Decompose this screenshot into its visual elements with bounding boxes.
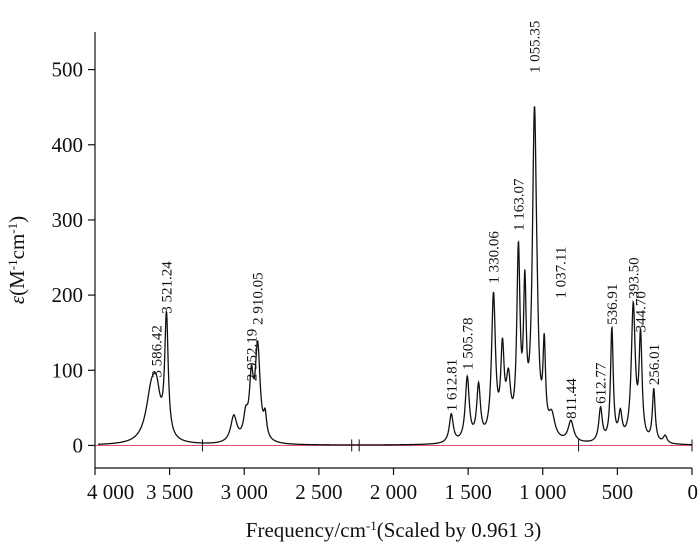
peak-label: 612.77 [594,362,610,404]
y-tick-label: 100 [52,358,84,382]
peak-labels: 3 586.42 3 521.24 2 952.19 2 910.05 1 612.81… [150,21,663,419]
x-tick-label: 3 000 [221,480,268,504]
peak-label: 1 612.81 [444,359,460,412]
peak-label: 2 952.19 [244,329,260,382]
peak-label: 536.91 [605,284,621,325]
x-tick-label: 500 [602,480,634,504]
peak-label: 3 586.42 [150,325,166,378]
peak-label: 3 521.24 [160,261,176,314]
peak-label: 2 910.05 [251,272,267,325]
x-tick-label: 2 000 [370,480,417,504]
x-tick-label: 0 [688,480,699,504]
peak-label: 256.01 [647,344,663,385]
x-tick-label: 3 500 [146,480,193,504]
y-tick-label: 400 [52,133,84,157]
x-axis-title-main: Frequency/cm [246,518,366,542]
y-tick-label: 0 [73,433,84,457]
peak-label: 1 330.06 [487,231,503,284]
y-axis-title-symbol: ε [5,295,29,304]
x-axis-ticks: 4 000 3 500 3 000 2 500 2 000 1 500 1 000 500 0 [87,468,698,504]
y-tick-label: 300 [52,208,84,232]
y-axis-title-sup1: -1 [5,259,20,270]
x-tick-label: 1 000 [519,480,566,504]
x-tick-label: 1 500 [445,480,492,504]
y-axis-title-close: ) [5,216,29,223]
peak-label: 1 037.11 [554,247,570,299]
x-tick-label: 4 000 [87,480,134,504]
peak-label: 1 163.07 [511,178,527,231]
peak-label: 811.44 [564,378,580,419]
y-axis-title-open: (M [5,270,29,296]
peak-label: 1 055.35 [528,21,544,74]
peak-label: 1 505.78 [460,318,476,371]
peak-label: 393.50 [626,257,642,298]
y-axis-title: ε(M-1cm-1) [5,216,30,304]
peak-label: 344.70 [634,291,650,332]
x-axis-title-suffix: (Scaled by 0.961 3) [377,518,541,542]
x-axis-title: Frequency/cm-1(Scaled by 0.961 3) [246,518,541,543]
y-axis-ticks: 0 100 200 300 400 500 [52,58,95,457]
y-axis-title-sup2: -1 [5,223,20,234]
y-tick-label: 500 [52,58,84,82]
spectrum-line [97,106,693,446]
y-tick-label: 200 [52,283,84,307]
x-axis-title-sup: -1 [366,518,377,533]
baseline-tick-marks [201,439,693,452]
x-tick-label: 2 500 [295,480,342,504]
y-axis-title-mid: cm [5,234,29,260]
